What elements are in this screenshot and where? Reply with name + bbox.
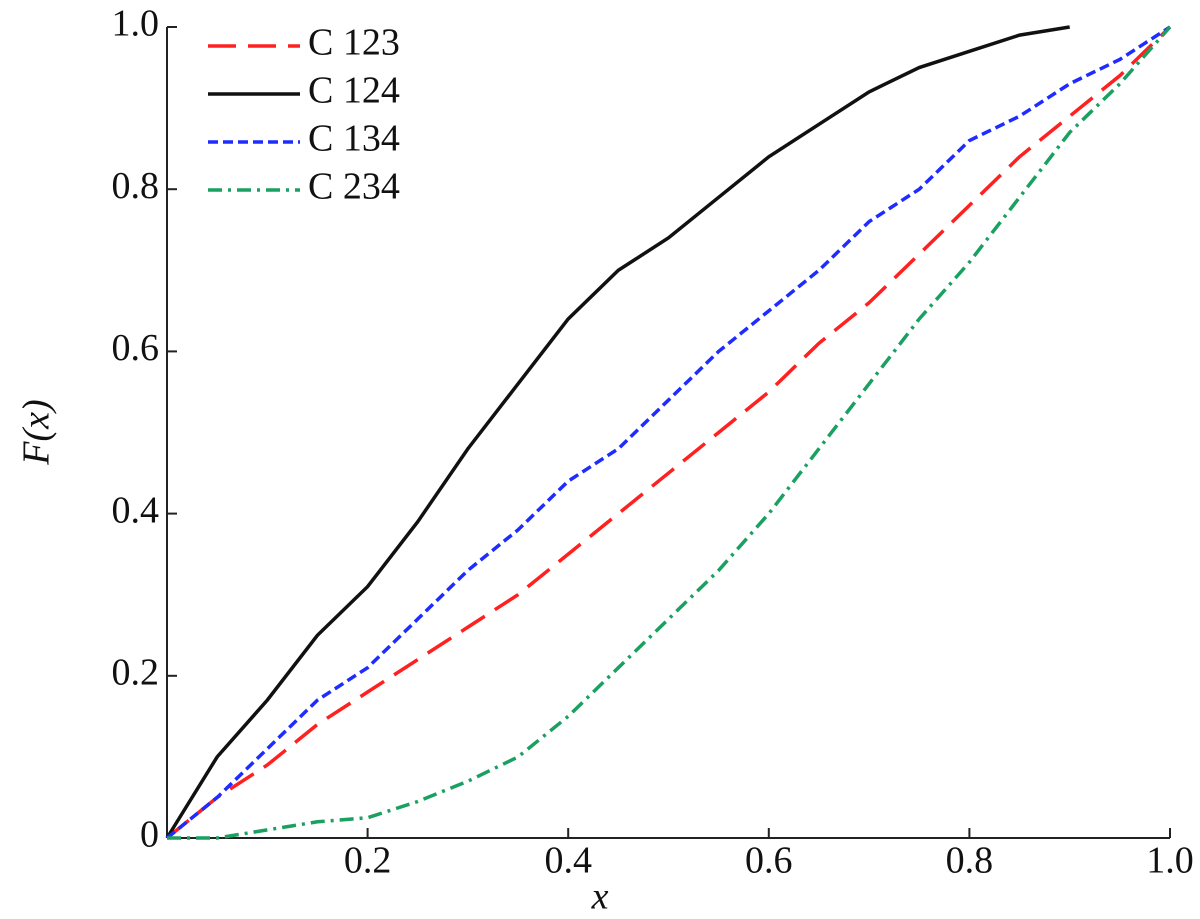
y-axis-label: F(x) xyxy=(16,399,58,465)
legend-label: C 134 xyxy=(308,118,400,160)
series-line xyxy=(165,25,1172,840)
y-tick-label: 1.0 xyxy=(112,3,160,45)
x-tick-label: 0.8 xyxy=(946,840,994,882)
y-tick-label: 0.2 xyxy=(112,652,160,694)
x-axis-label: x xyxy=(591,876,609,918)
x-tick-label: 1.0 xyxy=(1146,840,1194,882)
x-tick-label: 0.6 xyxy=(745,840,793,882)
legend-label: C 124 xyxy=(308,70,400,112)
y-tick-label: 0.4 xyxy=(112,489,160,531)
legend-label: C 234 xyxy=(308,166,400,208)
series-line xyxy=(165,25,1070,839)
y-tick-label: 0.6 xyxy=(112,327,160,369)
legend-label: C 123 xyxy=(308,22,400,64)
x-tick-label: 0.4 xyxy=(544,840,592,882)
y-tick-label: 0.8 xyxy=(112,165,160,207)
series-line xyxy=(165,25,1171,840)
y-tick-label: 0 xyxy=(140,814,159,856)
x-tick-label: 0.2 xyxy=(344,840,392,882)
